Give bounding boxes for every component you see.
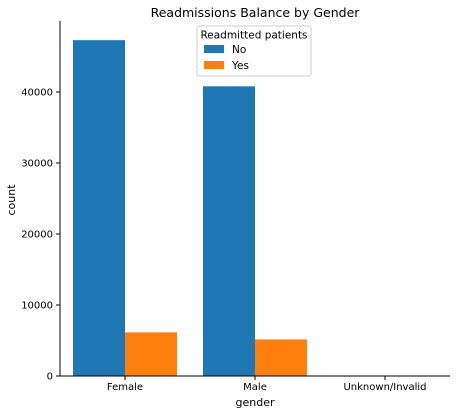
legend-title: Readmitted patients bbox=[200, 30, 307, 42]
legend-swatch bbox=[204, 61, 224, 69]
y-tick-label: 30000 bbox=[21, 159, 53, 170]
x-tick-label: Male bbox=[243, 382, 267, 393]
y-axis-label: count bbox=[5, 184, 18, 216]
legend-swatch bbox=[204, 45, 224, 53]
bars bbox=[73, 40, 385, 377]
chart-title: Readmissions Balance by Gender bbox=[151, 5, 361, 20]
y-tick-label: 10000 bbox=[21, 301, 53, 312]
y-tick-label: 40000 bbox=[21, 88, 53, 99]
bar-yes-1 bbox=[125, 332, 177, 376]
x-tick-label: Female bbox=[107, 382, 143, 393]
legend-label: No bbox=[232, 44, 246, 56]
x-axis-ticks: Female Male Unknown/Invalid bbox=[107, 376, 427, 393]
bar-yes-2 bbox=[255, 339, 307, 376]
y-axis-ticks: 0 10000 20000 30000 40000 bbox=[21, 88, 60, 383]
x-tick-label: Unknown/Invalid bbox=[343, 382, 426, 393]
y-tick-label: 20000 bbox=[21, 230, 53, 241]
y-tick-label: 0 bbox=[47, 372, 53, 383]
legend-label: Yes bbox=[231, 60, 249, 72]
legend: Readmitted patients No Yes bbox=[196, 25, 312, 77]
legend-frame bbox=[196, 25, 312, 77]
x-axis-label: gender bbox=[236, 396, 275, 409]
bar-no-1 bbox=[73, 40, 125, 377]
bar-no-2 bbox=[203, 86, 255, 376]
